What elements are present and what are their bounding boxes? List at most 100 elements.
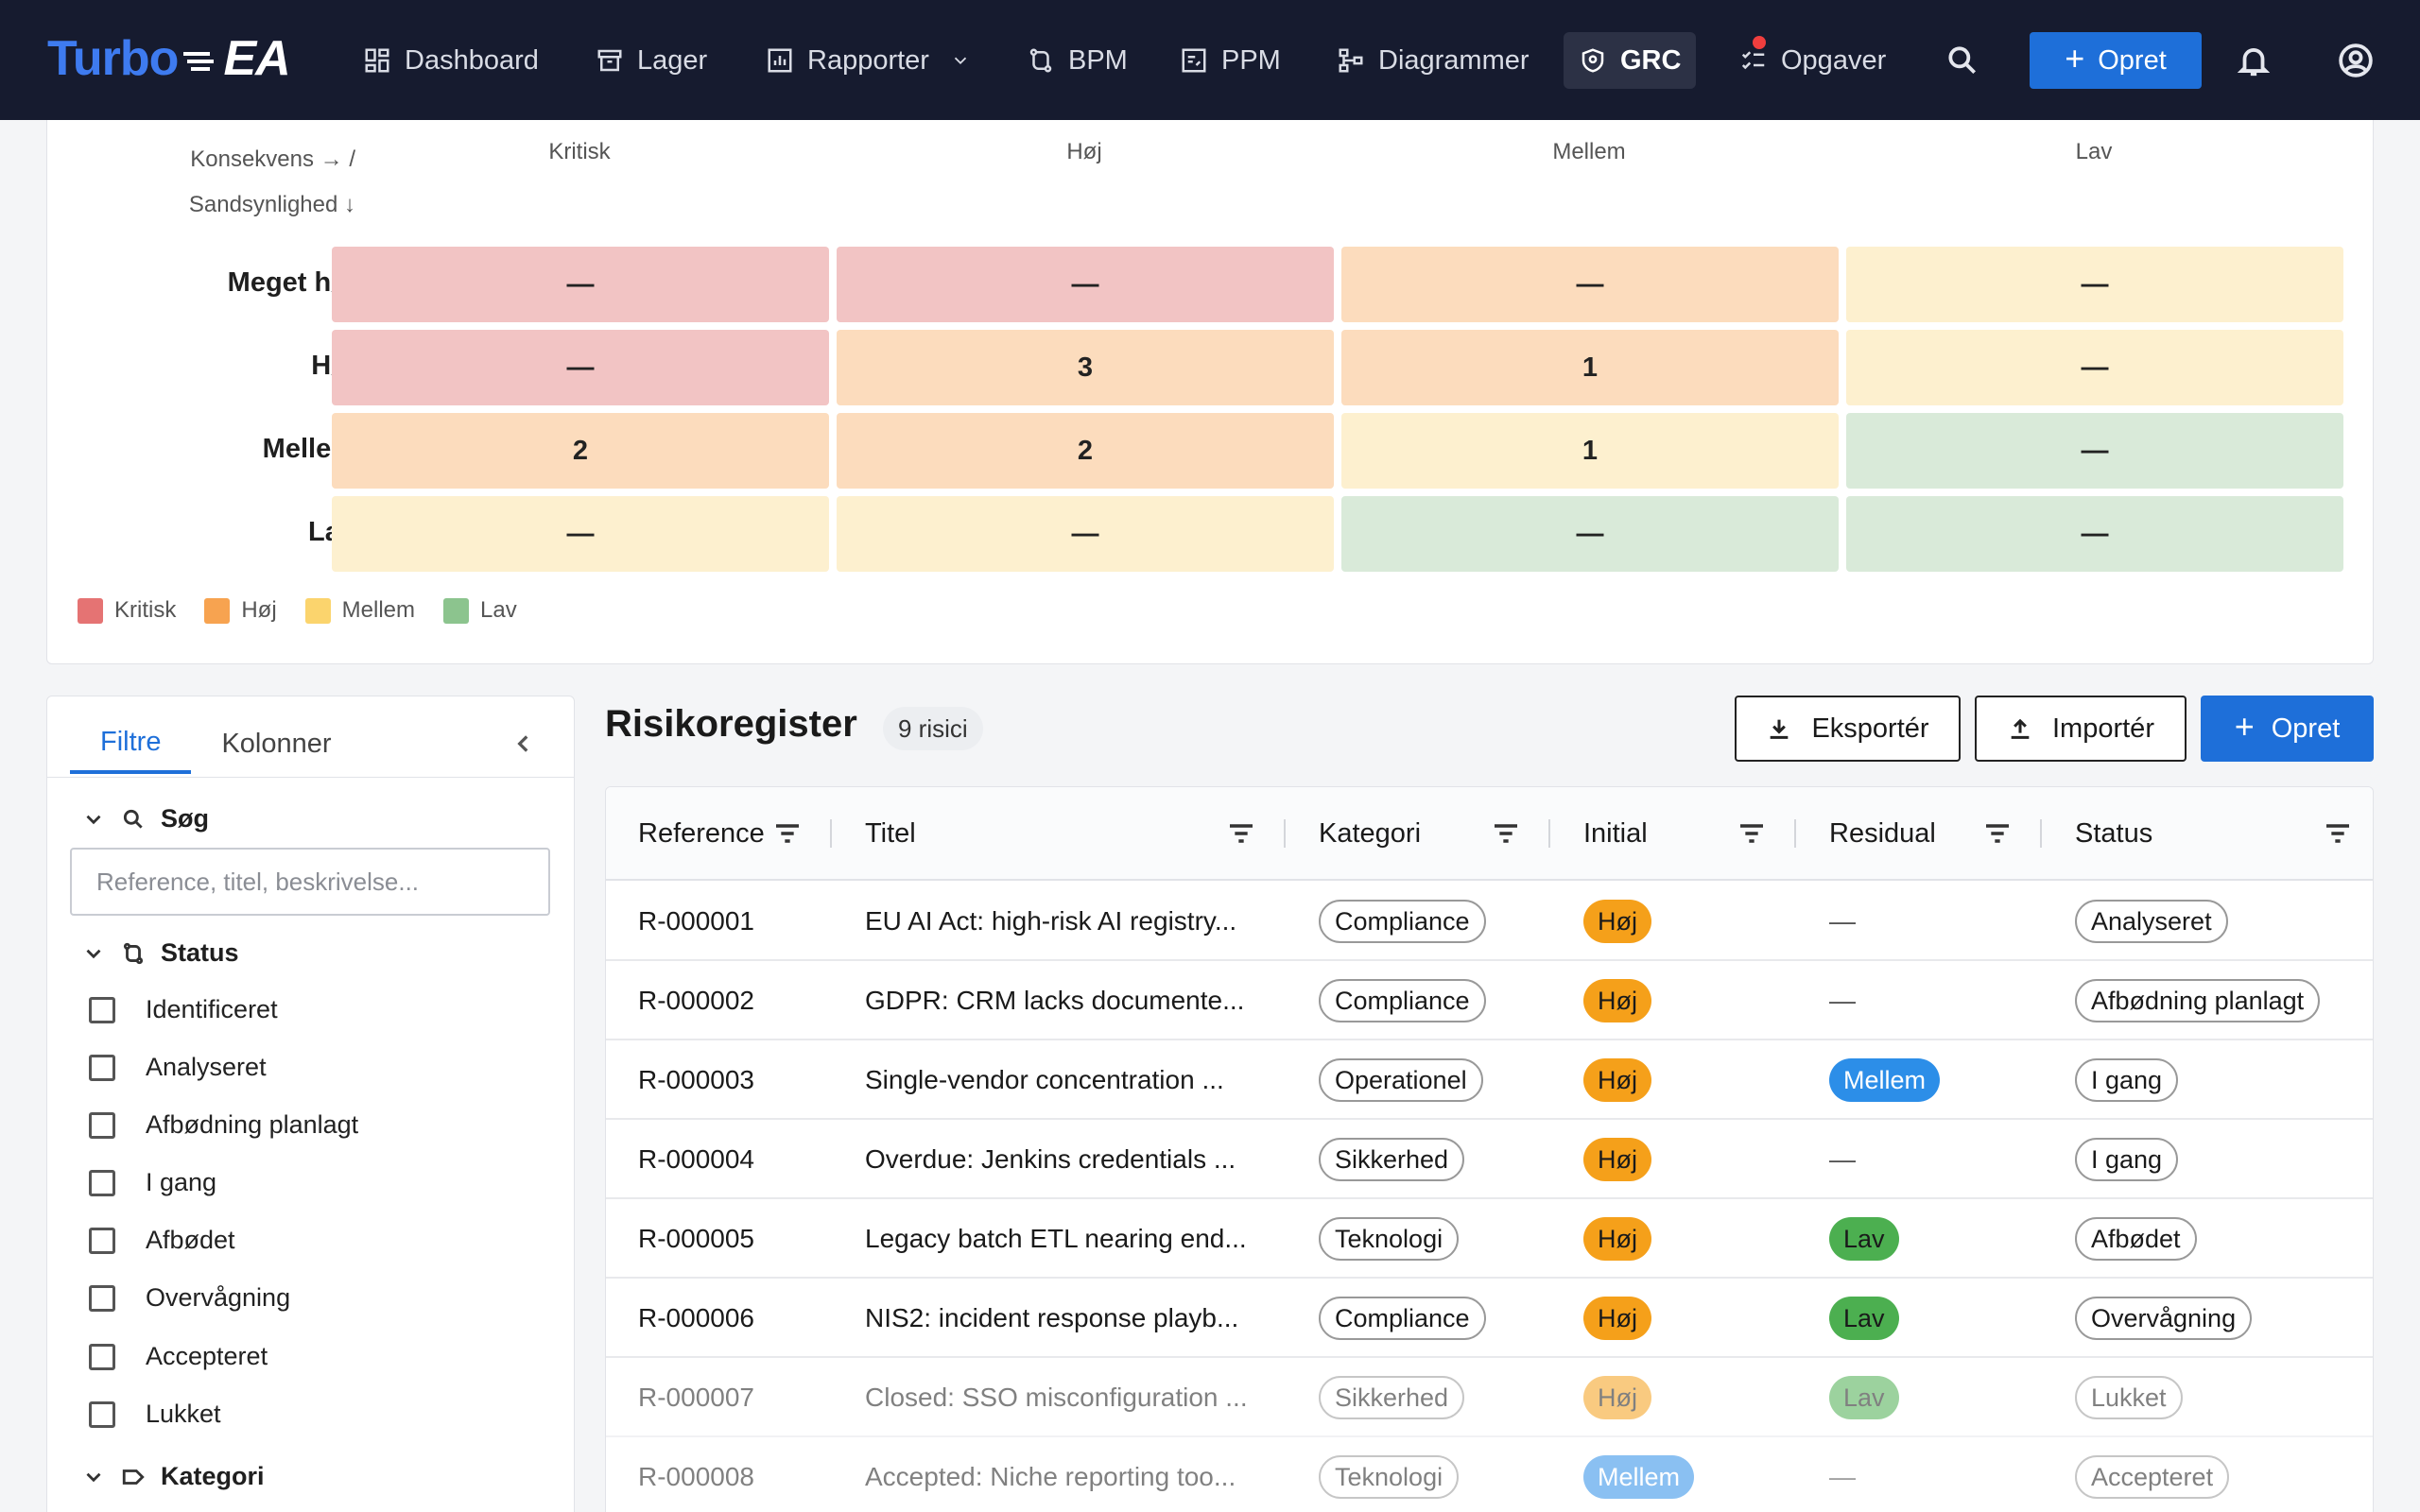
table-row[interactable]: R-000002 GDPR: CRM lacks documente... Comp… xyxy=(606,961,2373,1040)
checkbox[interactable] xyxy=(89,1227,115,1254)
filter-section-status[interactable]: Status xyxy=(81,938,239,968)
table-row[interactable]: R-000008 Accepted: Niche reporting too...… xyxy=(606,1437,2373,1512)
checkbox[interactable] xyxy=(89,1054,115,1081)
column-header-title[interactable]: Titel xyxy=(865,818,916,849)
column-header-status[interactable]: Status xyxy=(2075,818,2153,849)
notifications-button[interactable] xyxy=(2229,36,2278,85)
risk-reference[interactable]: R-000001 xyxy=(638,906,754,936)
collapse-panel-button[interactable] xyxy=(503,723,544,765)
tab-columns[interactable]: Kolonner xyxy=(221,728,332,759)
import-button[interactable]: Importér xyxy=(1975,696,2187,762)
status-option-afbodet[interactable]: Afbødet xyxy=(89,1226,235,1255)
risk-reference[interactable]: R-000006 xyxy=(638,1303,754,1332)
column-filter-title[interactable] xyxy=(1226,818,1256,849)
filter-search-input[interactable] xyxy=(70,848,550,916)
heatmap-cell[interactable]: — xyxy=(1846,247,2343,322)
checkbox[interactable] xyxy=(89,1111,115,1139)
heatmap-cell[interactable]: 3 xyxy=(837,330,1334,405)
heatmap-cell[interactable]: — xyxy=(837,496,1334,572)
heatmap-cell[interactable]: — xyxy=(1846,330,2343,405)
checkbox[interactable] xyxy=(89,1169,115,1196)
heatmap-cell[interactable]: — xyxy=(1846,413,2343,489)
nav-bpm[interactable]: BPM xyxy=(1011,32,1143,89)
risk-title[interactable]: Single-vendor concentration ... xyxy=(865,1065,1224,1094)
nav-opgaver[interactable]: Opgaver xyxy=(1724,32,1901,89)
risk-reference[interactable]: R-000008 xyxy=(638,1462,754,1491)
risk-title[interactable]: EU AI Act: high-risk AI registry... xyxy=(865,906,1237,936)
heatmap-cell[interactable]: — xyxy=(332,496,829,572)
status-option-i-gang[interactable]: I gang xyxy=(89,1168,216,1197)
heatmap-cell[interactable]: 2 xyxy=(837,413,1334,489)
checkbox[interactable] xyxy=(89,996,115,1023)
create-risk-button[interactable]: + Opret xyxy=(2201,696,2374,762)
risk-title[interactable]: Legacy batch ETL nearing end... xyxy=(865,1224,1247,1253)
risk-title[interactable]: Accepted: Niche reporting too... xyxy=(865,1462,1236,1491)
column-header-category[interactable]: Kategori xyxy=(1319,818,1422,849)
risk-reference[interactable]: R-000004 xyxy=(638,1144,754,1174)
table-row[interactable]: R-000005 Legacy batch ETL nearing end... T… xyxy=(606,1199,2373,1279)
nav-rapporter[interactable]: Rapporter xyxy=(751,32,986,89)
search-icon xyxy=(1948,46,1977,75)
column-filter-initial[interactable] xyxy=(1737,818,1767,849)
search-button[interactable] xyxy=(1938,36,1987,85)
table-row[interactable]: R-000007 Closed: SSO misconfiguration ...… xyxy=(606,1358,2373,1437)
column-separator[interactable] xyxy=(1794,819,1796,848)
column-filter-category[interactable] xyxy=(1491,818,1521,849)
heatmap-cell[interactable]: 1 xyxy=(1341,330,1839,405)
column-filter-reference[interactable] xyxy=(772,818,803,849)
status-option-afbodning-planlagt[interactable]: Afbødning planlagt xyxy=(89,1110,358,1140)
status-option-accepteret[interactable]: Accepteret xyxy=(89,1342,268,1371)
app-logo[interactable]: Turbo EA xyxy=(47,28,291,89)
heatmap-cell[interactable]: — xyxy=(332,330,829,405)
account-button[interactable] xyxy=(2331,36,2380,85)
heatmap-cell[interactable]: — xyxy=(1341,247,1839,322)
heatmap-cell[interactable]: 2 xyxy=(332,413,829,489)
column-header-reference[interactable]: Reference xyxy=(638,818,765,849)
status-option-lukket[interactable]: Lukket xyxy=(89,1400,221,1429)
table-row[interactable]: R-000001 EU AI Act: high-risk AI registry… xyxy=(606,882,2373,961)
checkbox[interactable] xyxy=(89,1284,115,1312)
status-option-analyseret[interactable]: Analyseret xyxy=(89,1053,267,1082)
nav-grc[interactable]: GRC xyxy=(1564,32,1697,89)
column-header-residual[interactable]: Residual xyxy=(1829,818,1936,849)
column-filter-residual[interactable] xyxy=(1982,818,2013,849)
heatmap-cell[interactable]: — xyxy=(1846,496,2343,572)
table-row[interactable]: R-000006 NIS2: incident response playb...… xyxy=(606,1279,2373,1358)
heatmap-cell[interactable]: 1 xyxy=(1341,413,1839,489)
risk-reference[interactable]: R-000003 xyxy=(638,1065,754,1094)
initial-level-chip: Høj xyxy=(1583,900,1651,943)
table-cell: Sikkerhed xyxy=(1319,1358,1465,1437)
risk-reference[interactable]: R-000005 xyxy=(638,1224,754,1253)
filter-section-category[interactable]: Kategori xyxy=(81,1462,265,1491)
column-separator[interactable] xyxy=(1284,819,1286,848)
tab-filters[interactable]: Filtre xyxy=(70,713,192,774)
risk-reference[interactable]: R-000002 xyxy=(638,986,754,1015)
heatmap-cell[interactable]: — xyxy=(837,247,1334,322)
column-separator[interactable] xyxy=(1548,819,1550,848)
status-option-identificeret[interactable]: Identificeret xyxy=(89,995,278,1024)
column-filter-status[interactable] xyxy=(2323,818,2353,849)
legend-item-mellem: Mellem xyxy=(304,597,415,624)
nav-diagrammer[interactable]: Diagrammer xyxy=(1322,32,1545,89)
column-separator[interactable] xyxy=(2040,819,2042,848)
checkbox[interactable] xyxy=(89,1343,115,1370)
nav-ppm[interactable]: PPM xyxy=(1165,32,1296,89)
heatmap-cell[interactable]: — xyxy=(332,247,829,322)
risk-title[interactable]: Overdue: Jenkins credentials ... xyxy=(865,1144,1236,1174)
checkbox[interactable] xyxy=(89,1400,115,1428)
filter-section-search[interactable]: Søg xyxy=(81,804,209,833)
risk-title[interactable]: Closed: SSO misconfiguration ... xyxy=(865,1383,1248,1412)
table-row[interactable]: R-000004 Overdue: Jenkins credentials ...… xyxy=(606,1120,2373,1199)
nav-lager[interactable]: Lager xyxy=(580,32,722,89)
status-option-overvagning[interactable]: Overvågning xyxy=(89,1283,290,1313)
table-row[interactable]: R-000003 Single-vendor concentration ... O… xyxy=(606,1040,2373,1120)
heatmap-cell[interactable]: — xyxy=(1341,496,1839,572)
risk-title[interactable]: GDPR: CRM lacks documente... xyxy=(865,986,1245,1015)
risk-title[interactable]: NIS2: incident response playb... xyxy=(865,1303,1239,1332)
risk-reference[interactable]: R-000007 xyxy=(638,1383,754,1412)
nav-create-button[interactable]: + Opret xyxy=(2030,32,2202,89)
column-separator[interactable] xyxy=(830,819,832,848)
export-button[interactable]: Eksportér xyxy=(1735,696,1961,762)
column-header-initial[interactable]: Initial xyxy=(1583,818,1648,849)
nav-dashboard[interactable]: Dashboard xyxy=(348,32,554,89)
